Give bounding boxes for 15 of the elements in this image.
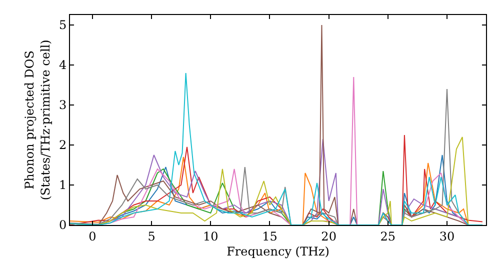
y-tick-label: 1 [58, 178, 67, 192]
y-tick-label: 2 [58, 138, 67, 152]
x-tick-label: 5 [148, 229, 156, 244]
y-tick-label: 3 [58, 98, 67, 112]
x-tick-label: 10 [203, 229, 218, 244]
x-tick-label: 25 [380, 229, 396, 244]
y-tick-label: 5 [58, 18, 67, 32]
x-axis-title: Frequency (THz) [226, 244, 330, 258]
x-tick-label: 0 [88, 229, 96, 244]
y-tick-label: 4 [58, 58, 67, 72]
x-tick-label: 20 [321, 229, 336, 244]
x-tick-label: 15 [262, 229, 278, 244]
x-tick-label: 30 [439, 229, 455, 244]
y-tick-label: 0 [58, 218, 67, 232]
y-axis-title: Phonon projected DOS (States/THz·primitive cell) [22, 40, 52, 200]
